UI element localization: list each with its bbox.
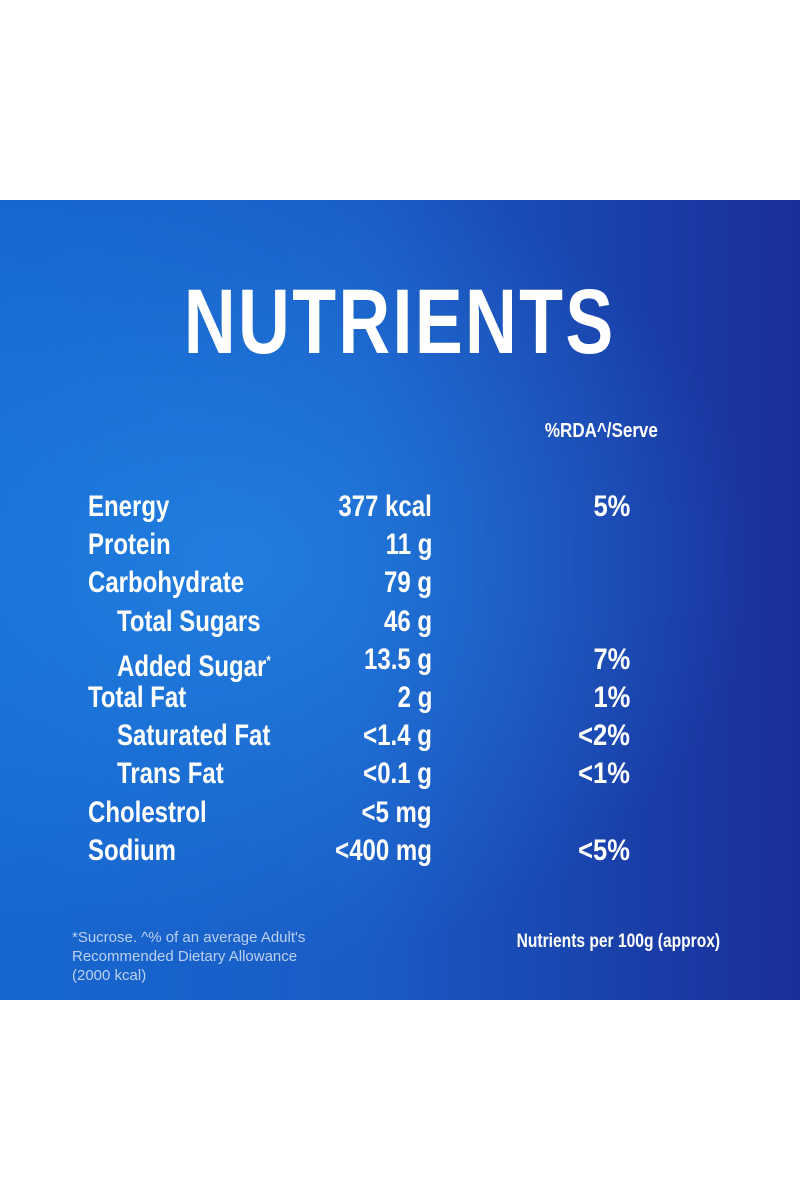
nutrient-amount: <5 mg xyxy=(361,795,432,829)
nutrient-rda: <1% xyxy=(578,757,630,791)
nutrient-name: Saturated Fat xyxy=(117,719,271,753)
nutrient-amount: <0.1 g xyxy=(363,757,432,791)
nutrient-rda: 1% xyxy=(593,681,630,714)
nutrient-name: Trans Fat xyxy=(117,757,224,791)
footnote-line: (2000 kcal) xyxy=(72,966,147,984)
nutrient-amount: <400 mg xyxy=(335,833,432,867)
nutrient-name: Total Sugars xyxy=(117,604,261,638)
nutrient-name: Energy xyxy=(88,490,170,523)
note-mark: * xyxy=(266,651,271,668)
nutrient-amount: 46 g xyxy=(383,604,432,638)
nutrient-amount: 11 g xyxy=(385,528,432,562)
nutrient-amount: 2 g xyxy=(397,681,432,714)
nutrient-rda: 5% xyxy=(593,490,630,523)
nutrient-amount: <1.4 g xyxy=(363,719,432,753)
nutrient-rda: 7% xyxy=(593,642,630,676)
rda-header: %RDA^/Serve xyxy=(545,420,658,442)
footnote-line: Recommended Dietary Allowance xyxy=(72,947,298,965)
nutrient-rda: <5% xyxy=(578,833,630,867)
footnote-line: *Sucrose. ^% of an average Adult's xyxy=(72,928,306,946)
nutrient-amount: 13.5 g xyxy=(363,642,432,676)
nutrient-amount: 79 g xyxy=(383,566,432,600)
nutrient-name: Total Fat xyxy=(88,681,187,714)
nutrient-name: Protein xyxy=(88,528,171,562)
nutrient-amount: 377 kcal xyxy=(338,490,432,523)
title: NUTRIENTS xyxy=(184,271,616,373)
nutrient-name: Sodium xyxy=(88,833,176,867)
nutrient-name: Carbohydrate xyxy=(88,566,245,600)
nutrient-name: Added Sugar* xyxy=(117,649,271,683)
nutrition-panel xyxy=(0,200,800,1000)
nutrient-rda: <2% xyxy=(578,719,630,753)
nutrient-name: Cholestrol xyxy=(88,795,207,829)
basis-note: Nutrients per 100g (approx) xyxy=(516,930,720,952)
